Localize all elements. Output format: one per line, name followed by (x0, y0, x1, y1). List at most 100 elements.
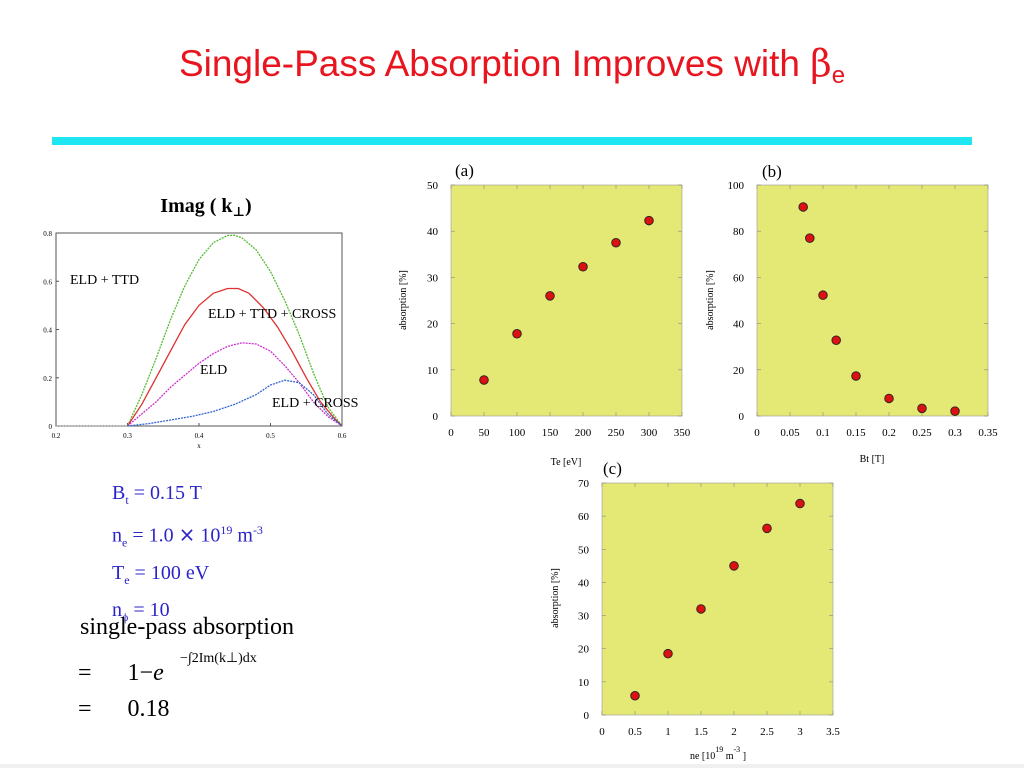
panel-a-ytick-label: 10 (427, 365, 439, 377)
imag-k-ytick-label: 0.6 (43, 278, 52, 286)
param-nphi-sub: ϕ (122, 609, 129, 624)
label-eld-ttd: ELD + TTD (70, 273, 139, 288)
param-nphi: nϕ = 10 (112, 595, 263, 632)
panel-c-xtick-label: 1.5 (694, 726, 708, 738)
panel-c-xtick-label: 0 (599, 726, 605, 738)
panel-b-xtick-label: 0.2 (882, 427, 896, 439)
param-ne-times: × (178, 522, 196, 547)
panel-a-xtick-label: 350 (674, 427, 691, 439)
panel-c-ytick-label: 10 (578, 677, 590, 689)
slide-title-text: Single-Pass Absorption Improves with (178, 43, 811, 84)
param-nphi-value: = 10 (128, 598, 170, 621)
imag-k-series-1 (126, 234, 343, 427)
panel-b-title: (b) (762, 162, 782, 181)
slide-title: Single-Pass Absorption Improves with βe (0, 42, 1024, 90)
param-ne-exp: 19 (220, 523, 233, 537)
panel-c-point (696, 604, 706, 614)
formula-result: 0.18 (127, 696, 170, 722)
imag-k-series-2 (126, 287, 343, 427)
imag-k-frame (55, 232, 343, 427)
footer-strip (0, 764, 1024, 768)
formula-exponent: −∫2Im(k⊥)dx (180, 651, 257, 666)
panel-c-xtick-label: 1 (665, 726, 671, 738)
panel-a-ytick-label: 30 (427, 272, 439, 284)
panel-c-point (729, 561, 739, 571)
param-te-value: = 100 eV (129, 561, 210, 584)
panel-c-point (795, 498, 805, 509)
panel-c-xlabel: ne [1019 m-3 ] (690, 745, 746, 762)
param-ne: ne = 1.0 × 1019 m-3 (112, 515, 263, 558)
panel-b-ytick-label: 80 (733, 226, 745, 238)
param-nphi-symbol: n (112, 598, 122, 621)
panel-a-xtick-label: 0 (448, 427, 454, 439)
param-ne-symbol: n (112, 524, 122, 547)
param-ne-base: 10 (200, 524, 221, 547)
panel-b-point (950, 406, 960, 416)
imag-k-xtick-label: 0.6 (338, 432, 347, 440)
panel-c-ytick-label: 50 (578, 544, 590, 556)
panel-c-ytick-label: 60 (578, 511, 590, 523)
imag-k-ytick-label: 0.8 (43, 230, 52, 238)
imag-k-ytick-label: 0 (49, 423, 53, 431)
imag-k-ytick-label: 0.4 (43, 327, 52, 335)
panel-a-point (545, 291, 555, 301)
panel-a-point (479, 375, 489, 385)
panel-a-plot-area (450, 184, 683, 417)
imag-k-xtick-label: 0.4 (195, 432, 204, 440)
panel-b-point (818, 290, 828, 300)
formula-e: e (153, 660, 164, 686)
parameter-list: Bt = 0.15 T ne = 1.0 × 1019 m-3 Te = 100… (112, 478, 263, 632)
panel-c-xtick-label: 3.5 (826, 726, 840, 738)
panel-c-title: (c) (603, 459, 622, 478)
panel-b-xlabel: Bt [T] (860, 454, 885, 465)
formula-one-minus: 1− (127, 660, 154, 686)
panel-b-xtick-label: 0.15 (846, 427, 866, 439)
panel-b-point (798, 202, 808, 212)
panel-b-ytick-label: 20 (733, 365, 745, 377)
panel-a-ytick-label: 40 (427, 226, 439, 238)
panel-a-xtick-label: 100 (509, 427, 526, 439)
panel-c-plot-area (601, 482, 834, 716)
panel-a-ytick-label: 50 (427, 180, 439, 192)
panel-c-point (663, 648, 673, 659)
title-divider (52, 137, 972, 145)
panel-b-xtick-label: 0 (754, 427, 760, 439)
label-eld-ttd-cross: ELD + TTD + CROSS (208, 307, 336, 322)
imag-k-series-4 (127, 379, 343, 427)
label-eld-cross: ELD + CROSS (272, 396, 358, 411)
panel-b-xtick-label: 0.25 (912, 427, 932, 439)
panel-b-plot-area (756, 184, 989, 417)
panel-c-point (630, 691, 640, 701)
panel-c-chart: 0 0.5 1 1.5 2 2.5 3 3.5 0 10 20 30 40 50 60 70 (c) absorp… (550, 459, 840, 762)
panel-c-point (762, 523, 772, 534)
beta-symbol: β (810, 42, 832, 85)
panel-b-ylabel: absorption [%] (705, 270, 716, 330)
panel-b-point (805, 233, 815, 243)
panel-c-xtick-label: 2.5 (760, 726, 774, 738)
param-te-sub: e (124, 572, 130, 587)
panel-c-ylabel: absorption [%] (550, 568, 561, 628)
imag-k-chart: Imag ( k⊥) 0.2 0.3 0.4 0.5 0.600.20.40.60.8x… (43, 195, 358, 450)
imag-k-series-3 (127, 342, 343, 427)
panel-b-xtick-label: 0.35 (978, 427, 998, 439)
param-bt: Bt = 0.15 T (112, 478, 263, 515)
imag-k-ytick-label: 0.2 (43, 375, 52, 383)
panel-b-point (831, 335, 841, 345)
panel-c-ytick-label: 40 (578, 577, 590, 589)
panel-a-ytick-label: 20 (427, 319, 439, 331)
panel-c-ytick-label: 30 (578, 611, 590, 623)
panel-c-ytick-label: 0 (584, 710, 590, 722)
formula-line-2: = 0.18 (78, 696, 170, 723)
panel-a-xtick-label: 150 (542, 427, 559, 439)
panel-b-ytick-label: 40 (733, 319, 745, 331)
panel-a-chart: 0 50 100 150 200 250 300 350 0 10 20 30 40 50 (a) absor… (398, 161, 691, 468)
panel-a-point (578, 262, 588, 272)
panel-b-chart: 0 0.05 0.1 0.15 0.2 0.25 0.3 0.35 0 20 40 60 80 100 (b… (705, 162, 998, 465)
formula-label: single-pass absorption (80, 614, 294, 640)
param-ne-sub: e (122, 535, 128, 550)
formula-line-1: = 1−e −∫2Im(k⊥)dx (78, 651, 257, 687)
panel-a-xtick-label: 300 (641, 427, 658, 439)
panel-b-point (917, 403, 927, 414)
imag-k-xtick-label: 0.3 (123, 432, 132, 440)
